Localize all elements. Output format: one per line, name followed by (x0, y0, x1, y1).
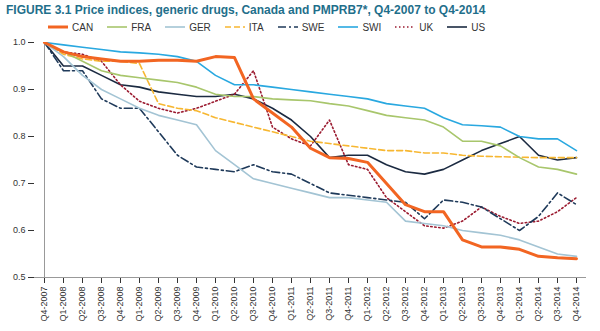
svg-text:Q2-2008: Q2-2008 (77, 287, 87, 322)
html-text:FIGURE 3.1 Price indices, gene: FIGURE 3.1 Price indices, generic drugs,… (6, 3, 486, 17)
svg-text:Q1-2011: Q1-2011 (286, 287, 296, 321)
html-text:FRA: FRA (131, 21, 152, 33)
svg-text:Q3-2008: Q3-2008 (96, 287, 106, 322)
svg-text:Q3-2010: Q3-2010 (248, 287, 258, 322)
svg-text:Q3-2009: Q3-2009 (172, 287, 182, 322)
html-text:US: US (471, 21, 486, 33)
svg-text:0.7: 0.7 (13, 178, 26, 188)
svg-text:1.0: 1.0 (13, 37, 26, 47)
svg-text:0.9: 0.9 (13, 84, 26, 94)
svg-text:Q3-2014: Q3-2014 (552, 287, 562, 322)
svg-text:Q1-2013: Q1-2013 (438, 287, 448, 322)
html-text:SWI: SWI (362, 21, 382, 33)
svg-text:Q4-2009: Q4-2009 (191, 287, 201, 322)
svg-text:Q2-2013: Q2-2013 (457, 287, 467, 322)
svg-text:Q3-2013: Q3-2013 (476, 287, 486, 322)
svg-text:Q2-2012: Q2-2012 (381, 287, 391, 322)
svg-text:Q4-2012: Q4-2012 (419, 287, 429, 322)
svg-text:Q2-2014: Q2-2014 (533, 287, 543, 322)
svg-text:Q1-2014: Q1-2014 (514, 287, 524, 322)
svg-text:Q2-2009: Q2-2009 (153, 287, 163, 322)
svg-text:Q4-2010: Q4-2010 (267, 287, 277, 322)
svg-text:0.5: 0.5 (13, 272, 26, 282)
svg-text:Q4-2014: Q4-2014 (571, 287, 581, 322)
svg-text:Q2-2011: Q2-2011 (305, 287, 315, 321)
svg-text:Q3-2012: Q3-2012 (400, 287, 410, 322)
svg-text:Q4-2011: Q4-2011 (343, 287, 353, 321)
svg-text:0.6: 0.6 (13, 225, 26, 235)
html-text:CAN: CAN (72, 21, 94, 33)
html-text:SWE: SWE (301, 21, 325, 33)
svg-text:Q1-2012: Q1-2012 (362, 287, 372, 322)
svg-text:Q2-2010: Q2-2010 (229, 287, 239, 322)
svg-text:0.8: 0.8 (13, 131, 26, 141)
svg-text:Q1-2009: Q1-2009 (134, 287, 144, 322)
svg-text:Q3-2011: Q3-2011 (324, 287, 334, 321)
svg-text:Q4-2008: Q4-2008 (115, 287, 125, 322)
svg-text:Q1-2010: Q1-2010 (210, 287, 220, 322)
svg-text:Q1-2008: Q1-2008 (58, 287, 68, 322)
html-text:ITA: ITA (248, 21, 264, 33)
svg-text:Q4-2007: Q4-2007 (39, 287, 49, 322)
html-text:GER: GER (189, 21, 211, 33)
html-text:UK: UK (419, 21, 434, 33)
svg-text:Q4-2013: Q4-2013 (495, 287, 505, 322)
